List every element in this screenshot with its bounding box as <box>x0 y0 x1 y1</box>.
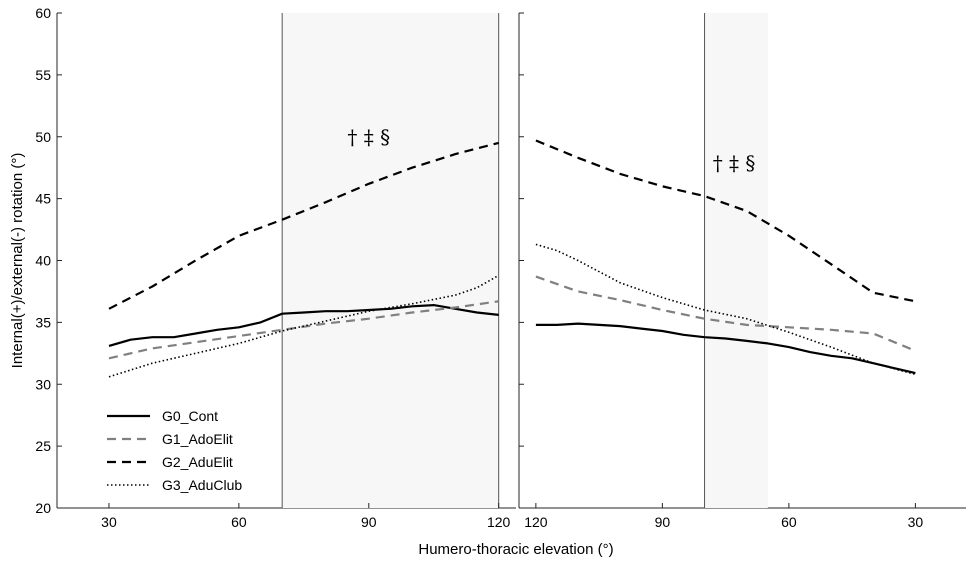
y-tick-label-25: 25 <box>35 438 51 454</box>
y-tick-label-30: 30 <box>35 376 51 392</box>
y-tick-label-40: 40 <box>35 253 51 269</box>
annotation-lowering: † ‡ § <box>713 151 756 175</box>
y-tick-label-55: 55 <box>35 67 51 83</box>
x-tick-label-lowering-120: 120 <box>524 514 548 530</box>
y-tick-label-35: 35 <box>35 314 51 330</box>
significance-annotations: † ‡ § † ‡ § <box>347 125 755 175</box>
shaded-region-lowering <box>704 13 768 508</box>
annotation-elevation: † ‡ § <box>347 125 390 149</box>
x-tick-label-elevation-90: 90 <box>361 514 377 530</box>
series-line-G2_AduElit-lowering <box>535 139 916 303</box>
y-tick-label-60: 60 <box>35 5 51 21</box>
x-axis-label: Humero-thoracic elevation (°) <box>418 541 613 558</box>
y-tick-label-45: 45 <box>35 191 51 207</box>
legend: G0_Cont G1_AdoElit G2_AduElit G3_AduClub <box>107 408 242 493</box>
y-axis-label: Internal(+)/external(-) rotation (°) <box>9 153 26 369</box>
series-line-G0_Cont-lowering <box>535 322 916 375</box>
shaded-region-elevation <box>282 13 499 508</box>
x-tick-label-elevation-60: 60 <box>231 514 247 530</box>
series-line-G1_AdoElit-lowering <box>535 275 916 352</box>
series-line-G2_AduElit-elevation <box>108 141 499 310</box>
x-tick-label-lowering-90: 90 <box>655 514 671 530</box>
tick-labels: 20 25 30 35 40 45 50 55 60 30 60 90 120 120 90 60 30 <box>35 5 923 530</box>
x-tick-label-elevation-30: 30 <box>101 514 117 530</box>
legend-label-G1_AdoElit: G1_AdoElit <box>162 431 233 447</box>
shaded-regions <box>282 13 768 508</box>
x-tick-label-lowering-60: 60 <box>781 514 797 530</box>
series-line-G0_Cont-elevation <box>108 304 499 347</box>
legend-label-G3_AduClub: G3_AduClub <box>162 477 242 493</box>
y-tick-label-50: 50 <box>35 129 51 145</box>
legend-label-G2_AduElit: G2_AduElit <box>162 454 233 470</box>
series-lines <box>108 139 916 378</box>
x-tick-label-elevation-120: 120 <box>487 514 511 530</box>
vertical-marker-lines <box>281 13 706 508</box>
y-tick-label-20: 20 <box>35 500 51 516</box>
x-tick-label-lowering-30: 30 <box>908 514 924 530</box>
legend-label-G0_Cont: G0_Cont <box>162 408 218 424</box>
series-line-G3_AduClub-lowering <box>535 243 916 376</box>
